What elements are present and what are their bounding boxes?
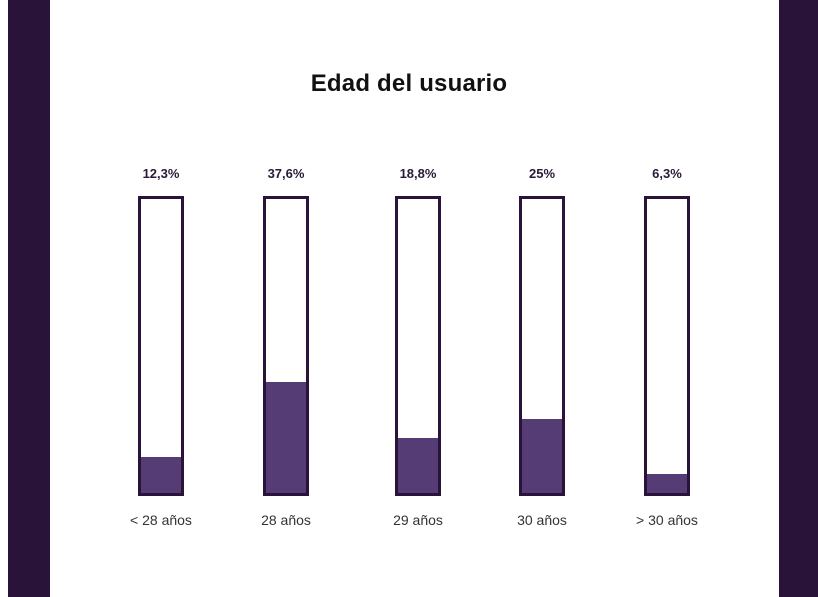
bar-fill xyxy=(141,457,181,493)
bar-value-label: 6,3% xyxy=(652,166,682,181)
bar-value-label: 25% xyxy=(528,166,556,181)
category-label: 29 años xyxy=(393,512,443,528)
left-decorative-band xyxy=(8,0,50,597)
bar-fill xyxy=(522,419,562,493)
bar-frame xyxy=(138,196,184,496)
category-label: < 28 años xyxy=(130,512,192,528)
bar-value-label: 12,3% xyxy=(142,166,180,181)
category-label: 30 años xyxy=(517,512,567,528)
bar-fill xyxy=(266,382,306,493)
bar-frame xyxy=(263,196,309,496)
bar-frame xyxy=(519,196,565,496)
right-decorative-band xyxy=(779,0,818,597)
category-label: > 30 años xyxy=(636,512,698,528)
bar-frame xyxy=(395,196,441,496)
bar-fill xyxy=(647,474,687,493)
chart-title: Edad del usuario xyxy=(310,70,508,97)
category-label: 28 años xyxy=(261,512,311,528)
bar-value-label: 18,8% xyxy=(399,166,437,181)
bar-value-label: 37,6% xyxy=(267,166,305,181)
bar-fill xyxy=(398,438,438,493)
bar-frame xyxy=(644,196,690,496)
